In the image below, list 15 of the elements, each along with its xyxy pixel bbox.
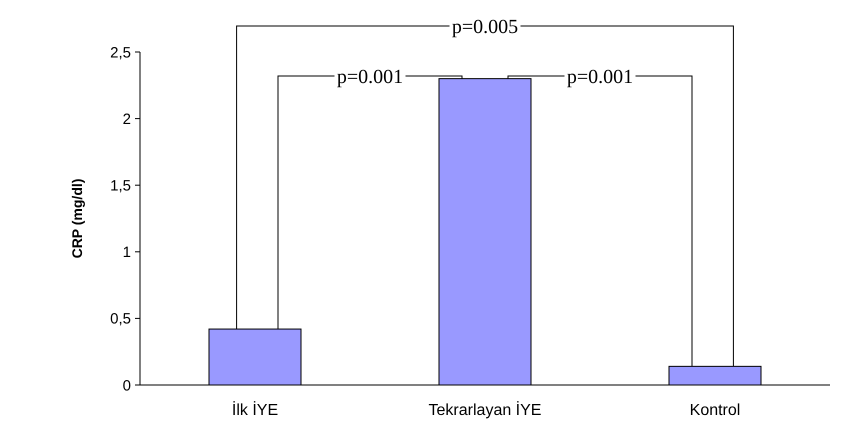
significance-bracket: p=0.001 (508, 66, 692, 367)
y-tick-label: 0 (122, 377, 131, 394)
text: p=0.005 (452, 16, 518, 38)
annotation: p=0.001 (566, 66, 634, 88)
x-tick-label: İlk İYE (232, 401, 278, 419)
x-tick-label: Tekrarlayan İYE (428, 401, 542, 419)
y-tick-label: 2 (122, 110, 131, 128)
significance-bracket: p=0.001 (278, 66, 462, 330)
y-tick-label: 0,5 (110, 310, 131, 328)
x-tick-label: Kontrol (690, 402, 740, 419)
y-tick-label: 1 (122, 244, 131, 262)
y-axis-title: CRP (mg/dl) (69, 178, 85, 258)
annotation: p=0.001 (336, 66, 404, 88)
y-tick-label: 1,5 (110, 177, 131, 194)
y-tick-label: 2,5 (110, 44, 131, 62)
